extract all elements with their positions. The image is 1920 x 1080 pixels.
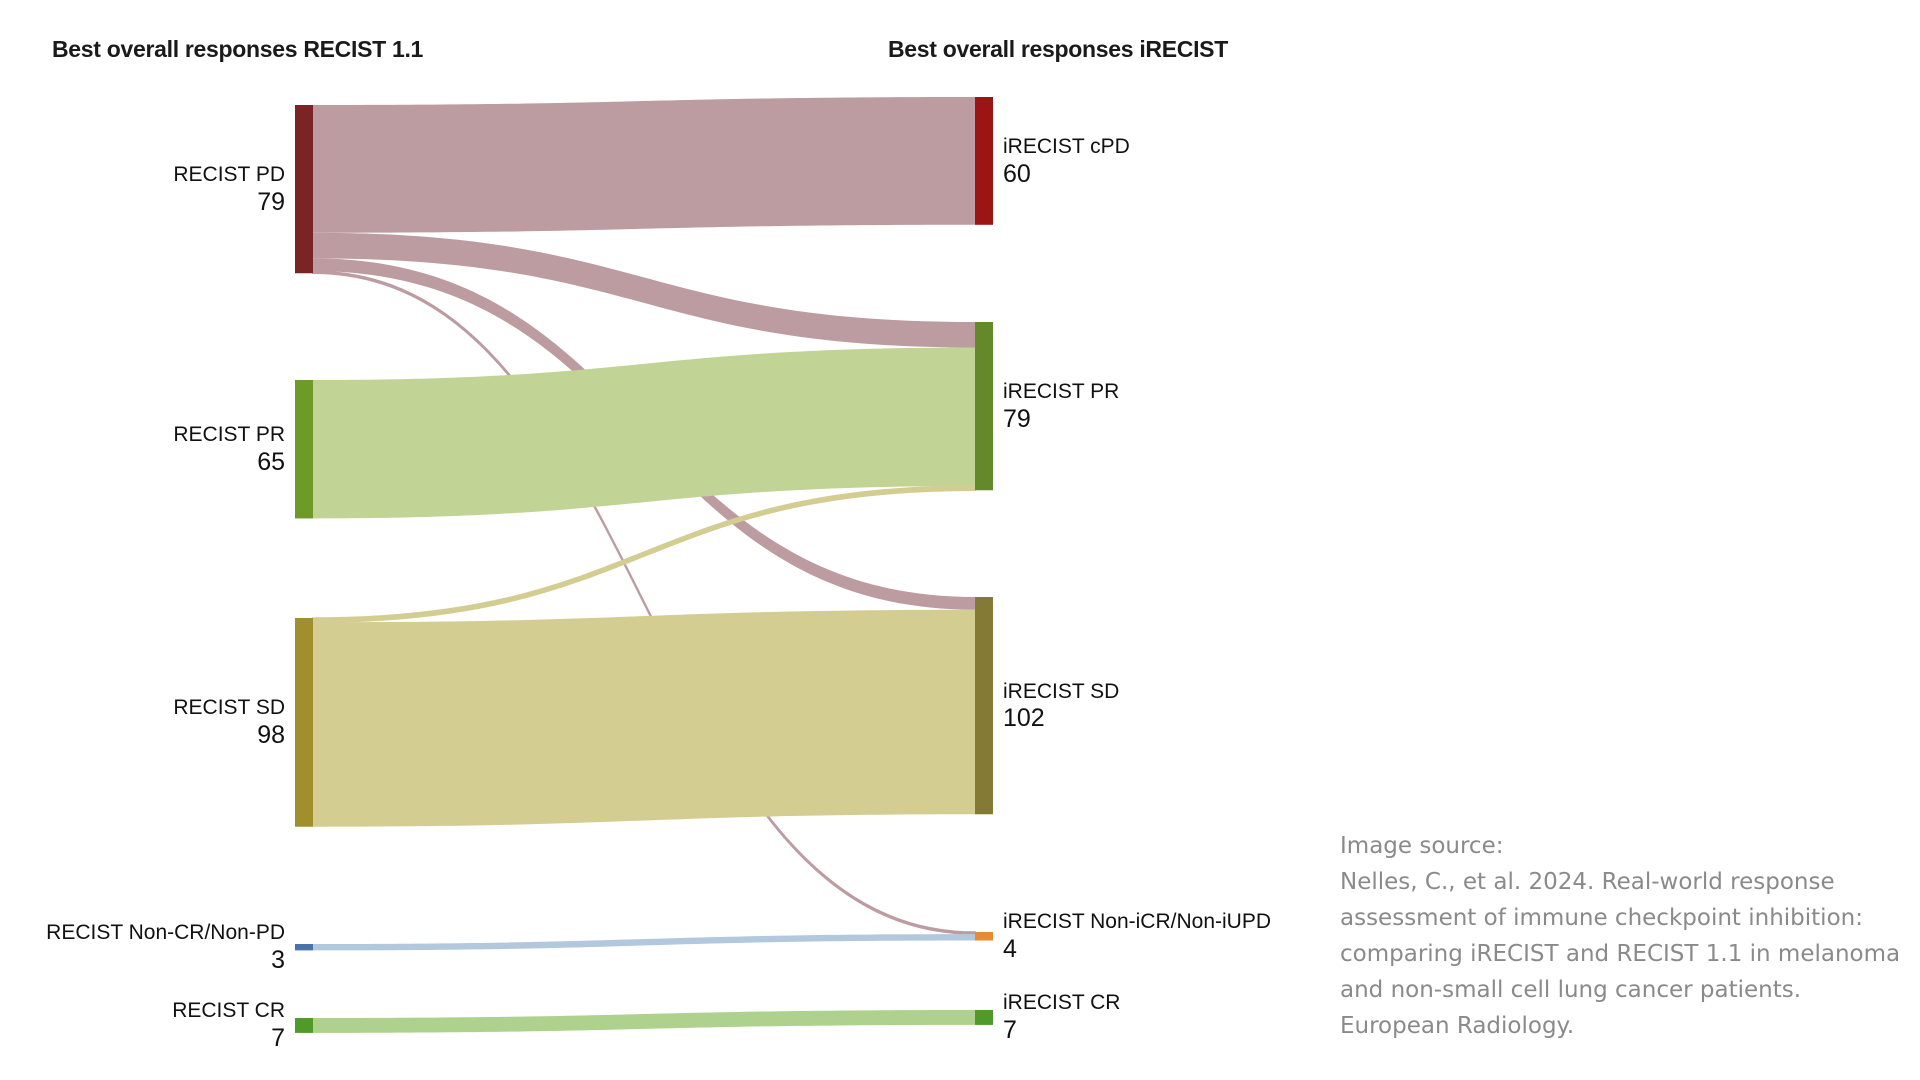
source-label-count: 65 bbox=[257, 447, 285, 476]
source-node-recist-non-cr-non-pd bbox=[295, 944, 313, 951]
flow-recist-noncr-to-irecist-noncr bbox=[313, 934, 975, 951]
source-label-recist-non-cr-non-pd: RECIST Non-CR/Non-PD 3 bbox=[0, 921, 285, 975]
source-node-recist-cr bbox=[295, 1018, 313, 1033]
flow-recist-cr-to-irecist-cr bbox=[313, 1010, 975, 1033]
target-label-irecist-cr: iRECIST CR 7 bbox=[1003, 991, 1120, 1045]
source-label-count: 7 bbox=[271, 1024, 285, 1053]
left-column-header: Best overall responses RECIST 1.1 bbox=[52, 36, 424, 62]
source-line: Image source: bbox=[1340, 833, 1504, 859]
target-node-irecist-cpd bbox=[975, 97, 993, 225]
source-line: assessment of immune checkpoint inhibiti… bbox=[1340, 905, 1863, 931]
source-line: and non-small cell lung cancer patients. bbox=[1340, 977, 1802, 1003]
flow-recist-pd-to-irecist-pr bbox=[313, 232, 975, 348]
source-node-recist-sd bbox=[295, 618, 313, 827]
target-label-irecist-pr: iRECIST PR 79 bbox=[1003, 380, 1119, 434]
source-label-count: 98 bbox=[257, 721, 285, 750]
target-label-count: 60 bbox=[1003, 159, 1031, 188]
right-column-header: Best overall responses iRECIST bbox=[888, 36, 1228, 62]
source-line: comparing iRECIST and RECIST 1.1 in mela… bbox=[1340, 941, 1901, 967]
source-label-count: 3 bbox=[271, 945, 285, 974]
target-label-name: iRECIST cPD bbox=[1003, 134, 1130, 158]
sankey-flows bbox=[312, 97, 976, 1033]
sankey-nodes bbox=[295, 97, 993, 1033]
source-label-name: RECIST PR bbox=[173, 423, 285, 447]
source-node-recist-pr bbox=[295, 380, 313, 519]
flow-recist-pr-to-irecist-pr bbox=[313, 347, 975, 519]
target-label-irecist-non-icr-non-iupd: iRECIST Non-iCR/Non-iUPD 4 bbox=[1003, 910, 1271, 964]
source-label-recist-sd: RECIST SD 98 bbox=[0, 696, 285, 750]
source-label-count: 79 bbox=[257, 187, 285, 216]
target-label-name: iRECIST Non-iCR/Non-iUPD bbox=[1003, 910, 1271, 934]
target-label-count: 79 bbox=[1003, 404, 1031, 433]
target-label-irecist-cpd: iRECIST cPD 60 bbox=[1003, 135, 1130, 189]
target-node-irecist-cr bbox=[975, 1010, 993, 1025]
target-label-count: 102 bbox=[1003, 704, 1045, 733]
source-label-recist-pd: RECIST PD 79 bbox=[0, 163, 285, 217]
target-node-irecist-non-icr-non-iupd bbox=[975, 932, 993, 941]
flow-recist-sd-to-irecist-sd bbox=[313, 609, 975, 827]
target-label-name: iRECIST SD bbox=[1003, 679, 1120, 703]
source-label-recist-cr: RECIST CR 7 bbox=[0, 999, 285, 1053]
flow-recist-pd-to-irecist-cpd bbox=[313, 97, 975, 233]
target-node-irecist-pr bbox=[975, 322, 993, 491]
target-node-irecist-sd bbox=[975, 597, 993, 815]
source-node-recist-pd bbox=[295, 105, 313, 274]
source-label-recist-pr: RECIST PR 65 bbox=[0, 423, 285, 477]
target-label-count: 4 bbox=[1003, 935, 1017, 964]
target-label-irecist-sd: iRECIST SD 102 bbox=[1003, 680, 1119, 734]
target-label-name: iRECIST PR bbox=[1003, 380, 1120, 404]
target-label-count: 7 bbox=[1003, 1016, 1017, 1045]
source-label-name: RECIST PD bbox=[173, 163, 285, 187]
source-line: Nelles, C., et al. 2024. Real-world resp… bbox=[1340, 869, 1835, 895]
target-label-name: iRECIST CR bbox=[1003, 991, 1121, 1015]
source-label-name: RECIST SD bbox=[173, 696, 285, 720]
source-line: European Radiology. bbox=[1340, 1013, 1575, 1039]
image-source-note: Image source: Nelles, C., et al. 2024. R… bbox=[1340, 828, 1900, 1044]
source-label-name: RECIST CR bbox=[172, 999, 285, 1023]
source-label-name: RECIST Non-CR/Non-PD bbox=[46, 921, 285, 945]
